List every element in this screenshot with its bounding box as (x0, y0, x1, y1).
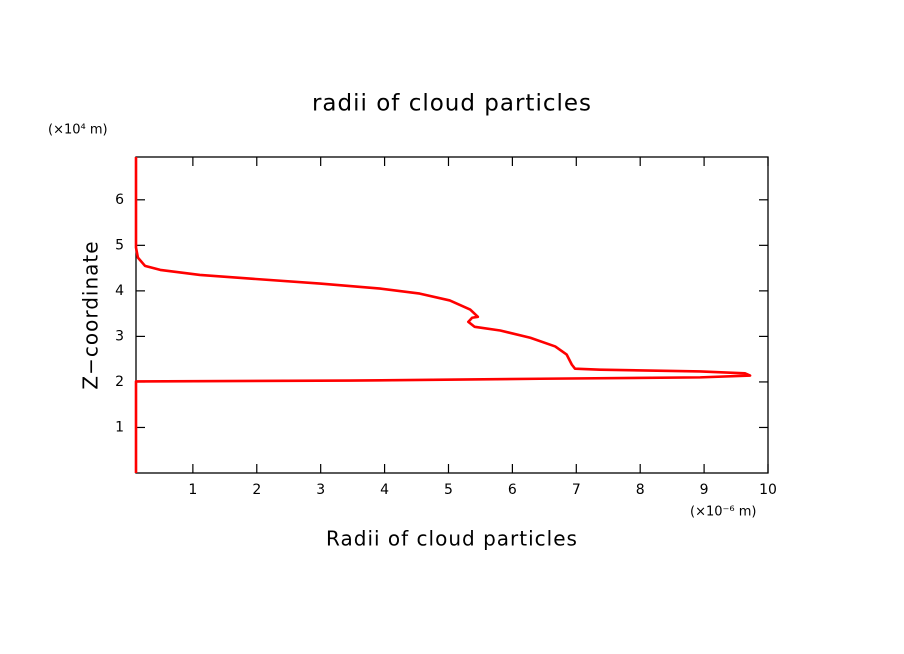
x-unit: (×10⁻⁶ m) (690, 505, 756, 520)
x-tick-label: 9 (700, 482, 709, 498)
x-tick-label: 10 (759, 482, 777, 498)
x-axis-label: Radii of cloud particles (326, 527, 578, 551)
plot-frame (135, 156, 769, 474)
data-line (134, 157, 752, 473)
chart-title: radii of cloud particles (312, 91, 592, 117)
y-tick-label: 2 (115, 374, 124, 390)
x-tick-label: 5 (444, 482, 453, 498)
y-tick-label: 1 (115, 419, 124, 435)
x-tick-label: 4 (380, 482, 389, 498)
x-tick-label: 2 (252, 482, 261, 498)
y-unit: (×10⁴ m) (48, 123, 108, 138)
y-axis-label: Z−coordinate (79, 240, 103, 389)
y-tick-label: 6 (115, 192, 124, 208)
y-tick-label: 5 (115, 237, 124, 253)
x-tick-label: 8 (636, 482, 645, 498)
x-tick-label: 3 (316, 482, 325, 498)
x-tick-label: 6 (508, 482, 517, 498)
y-tick-label: 4 (115, 283, 124, 299)
x-tick-label: 7 (572, 482, 581, 498)
x-tick-label: 1 (188, 482, 197, 498)
y-tick-label: 3 (115, 328, 124, 344)
